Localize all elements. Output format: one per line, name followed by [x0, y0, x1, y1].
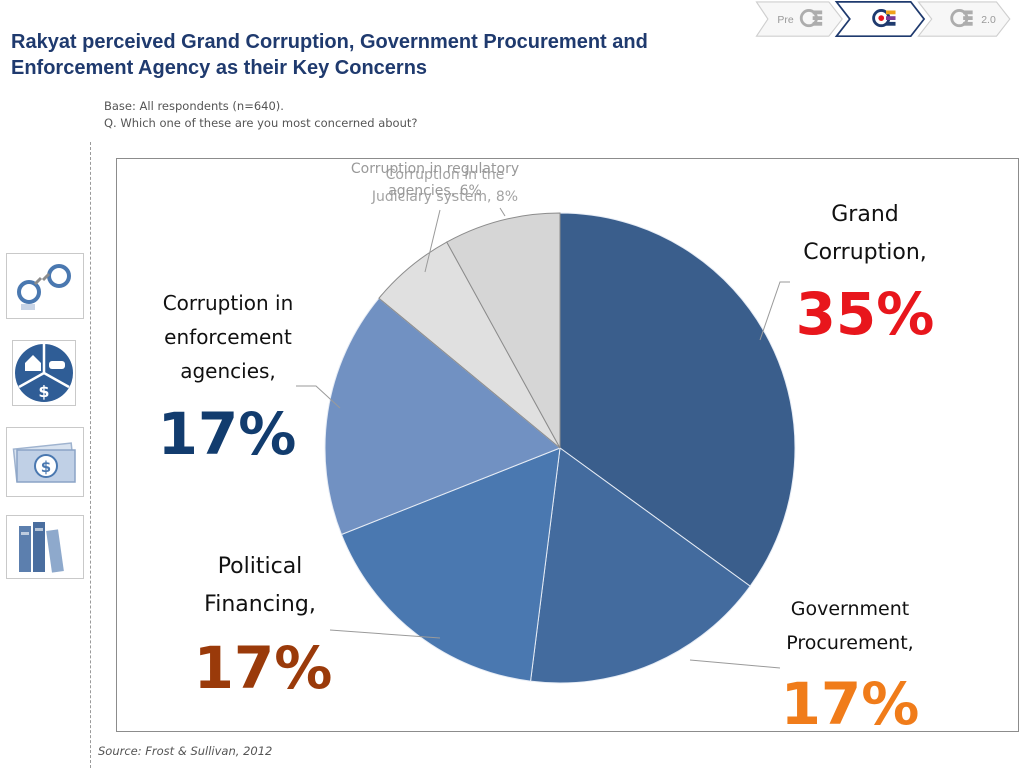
svg-text:$: $ — [38, 382, 49, 401]
nav-step-pre[interactable]: Pre — [755, 1, 843, 37]
stage-navigation: Pre 2.0 — [755, 1, 1011, 38]
sidebar-icon-books[interactable] — [6, 515, 84, 579]
label-government-procurement: Government Procurement, — [786, 598, 914, 654]
label-enforcement-agencies: Corruption in enforcement agencies, — [162, 291, 294, 383]
leader-line-enforcement — [296, 385, 341, 409]
leader-line-grand-corruption — [759, 281, 790, 341]
pie-slice-government-procurement — [529, 447, 751, 684]
value-grand-corruption: 35% — [795, 280, 935, 348]
leader-line-political-financing — [329, 629, 441, 639]
pie-slice-grand-corruption — [559, 212, 796, 587]
label-judiciary-system: Corruption in the Judiciary system, 8% — [360, 164, 530, 208]
base-note: Base: All respondents (n=640). Q. Which … — [104, 98, 417, 132]
source-note: Source: Frost & Sullivan, 2012 — [98, 744, 273, 758]
label-judiciary-system-name: Corruption in the Judiciary system, — [371, 167, 505, 205]
svg-text:$: $ — [41, 458, 51, 476]
nav-step-2-0-label: 2.0 — [981, 15, 996, 26]
sidebar-icon-money[interactable]: $ — [6, 427, 84, 497]
pie-slice-political-financing — [340, 447, 561, 682]
handcuffs-icon — [17, 264, 71, 310]
money-bill-icon: $ — [12, 442, 76, 483]
pie-slice-enforcement-agencies — [324, 297, 561, 536]
books-icon — [19, 522, 64, 573]
base-line-question: Q. Which one of these are you most conce… — [104, 116, 418, 130]
leader-line-government-procurement — [689, 659, 781, 669]
label-grand-corruption: Grand Corruption, — [803, 202, 927, 265]
house-car-dollar-icon: $ — [15, 344, 73, 402]
value-regulatory-agencies: 6% — [459, 183, 482, 199]
value-judiciary-system: 8% — [495, 189, 519, 205]
nav-step-current[interactable] — [834, 1, 926, 38]
page-title: Rakyat perceived Grand Corruption, Gover… — [11, 31, 648, 79]
value-enforcement-agencies: 17% — [157, 400, 297, 468]
gtp-logo-icon — [950, 9, 973, 28]
gtp-logo-icon — [799, 9, 823, 28]
label-regulatory-agencies-name: Corruption in regulatory agencies, — [350, 161, 520, 199]
base-line-respondents: Base: All respondents (n=640). — [104, 99, 284, 113]
gtp-logo-icon — [872, 9, 896, 28]
leader-line-regulatory — [424, 209, 441, 273]
sidebar-icon-assets[interactable]: $ — [12, 340, 76, 406]
pie-slice-judiciary-system — [446, 212, 561, 449]
nav-step-2-0[interactable]: 2.0 — [917, 1, 1011, 37]
chart-frame — [116, 158, 1019, 732]
value-government-procurement: 17% — [780, 670, 920, 738]
label-regulatory-agencies: Corruption in regulatory agencies, 6% — [340, 158, 530, 202]
nav-step-pre-label: Pre — [777, 15, 793, 26]
sidebar-icon-handcuffs[interactable] — [6, 253, 84, 319]
value-political-financing: 17% — [193, 634, 333, 702]
left-divider — [90, 142, 91, 768]
leader-line-judiciary — [499, 207, 506, 217]
label-political-financing: Political Financing, — [204, 554, 316, 617]
